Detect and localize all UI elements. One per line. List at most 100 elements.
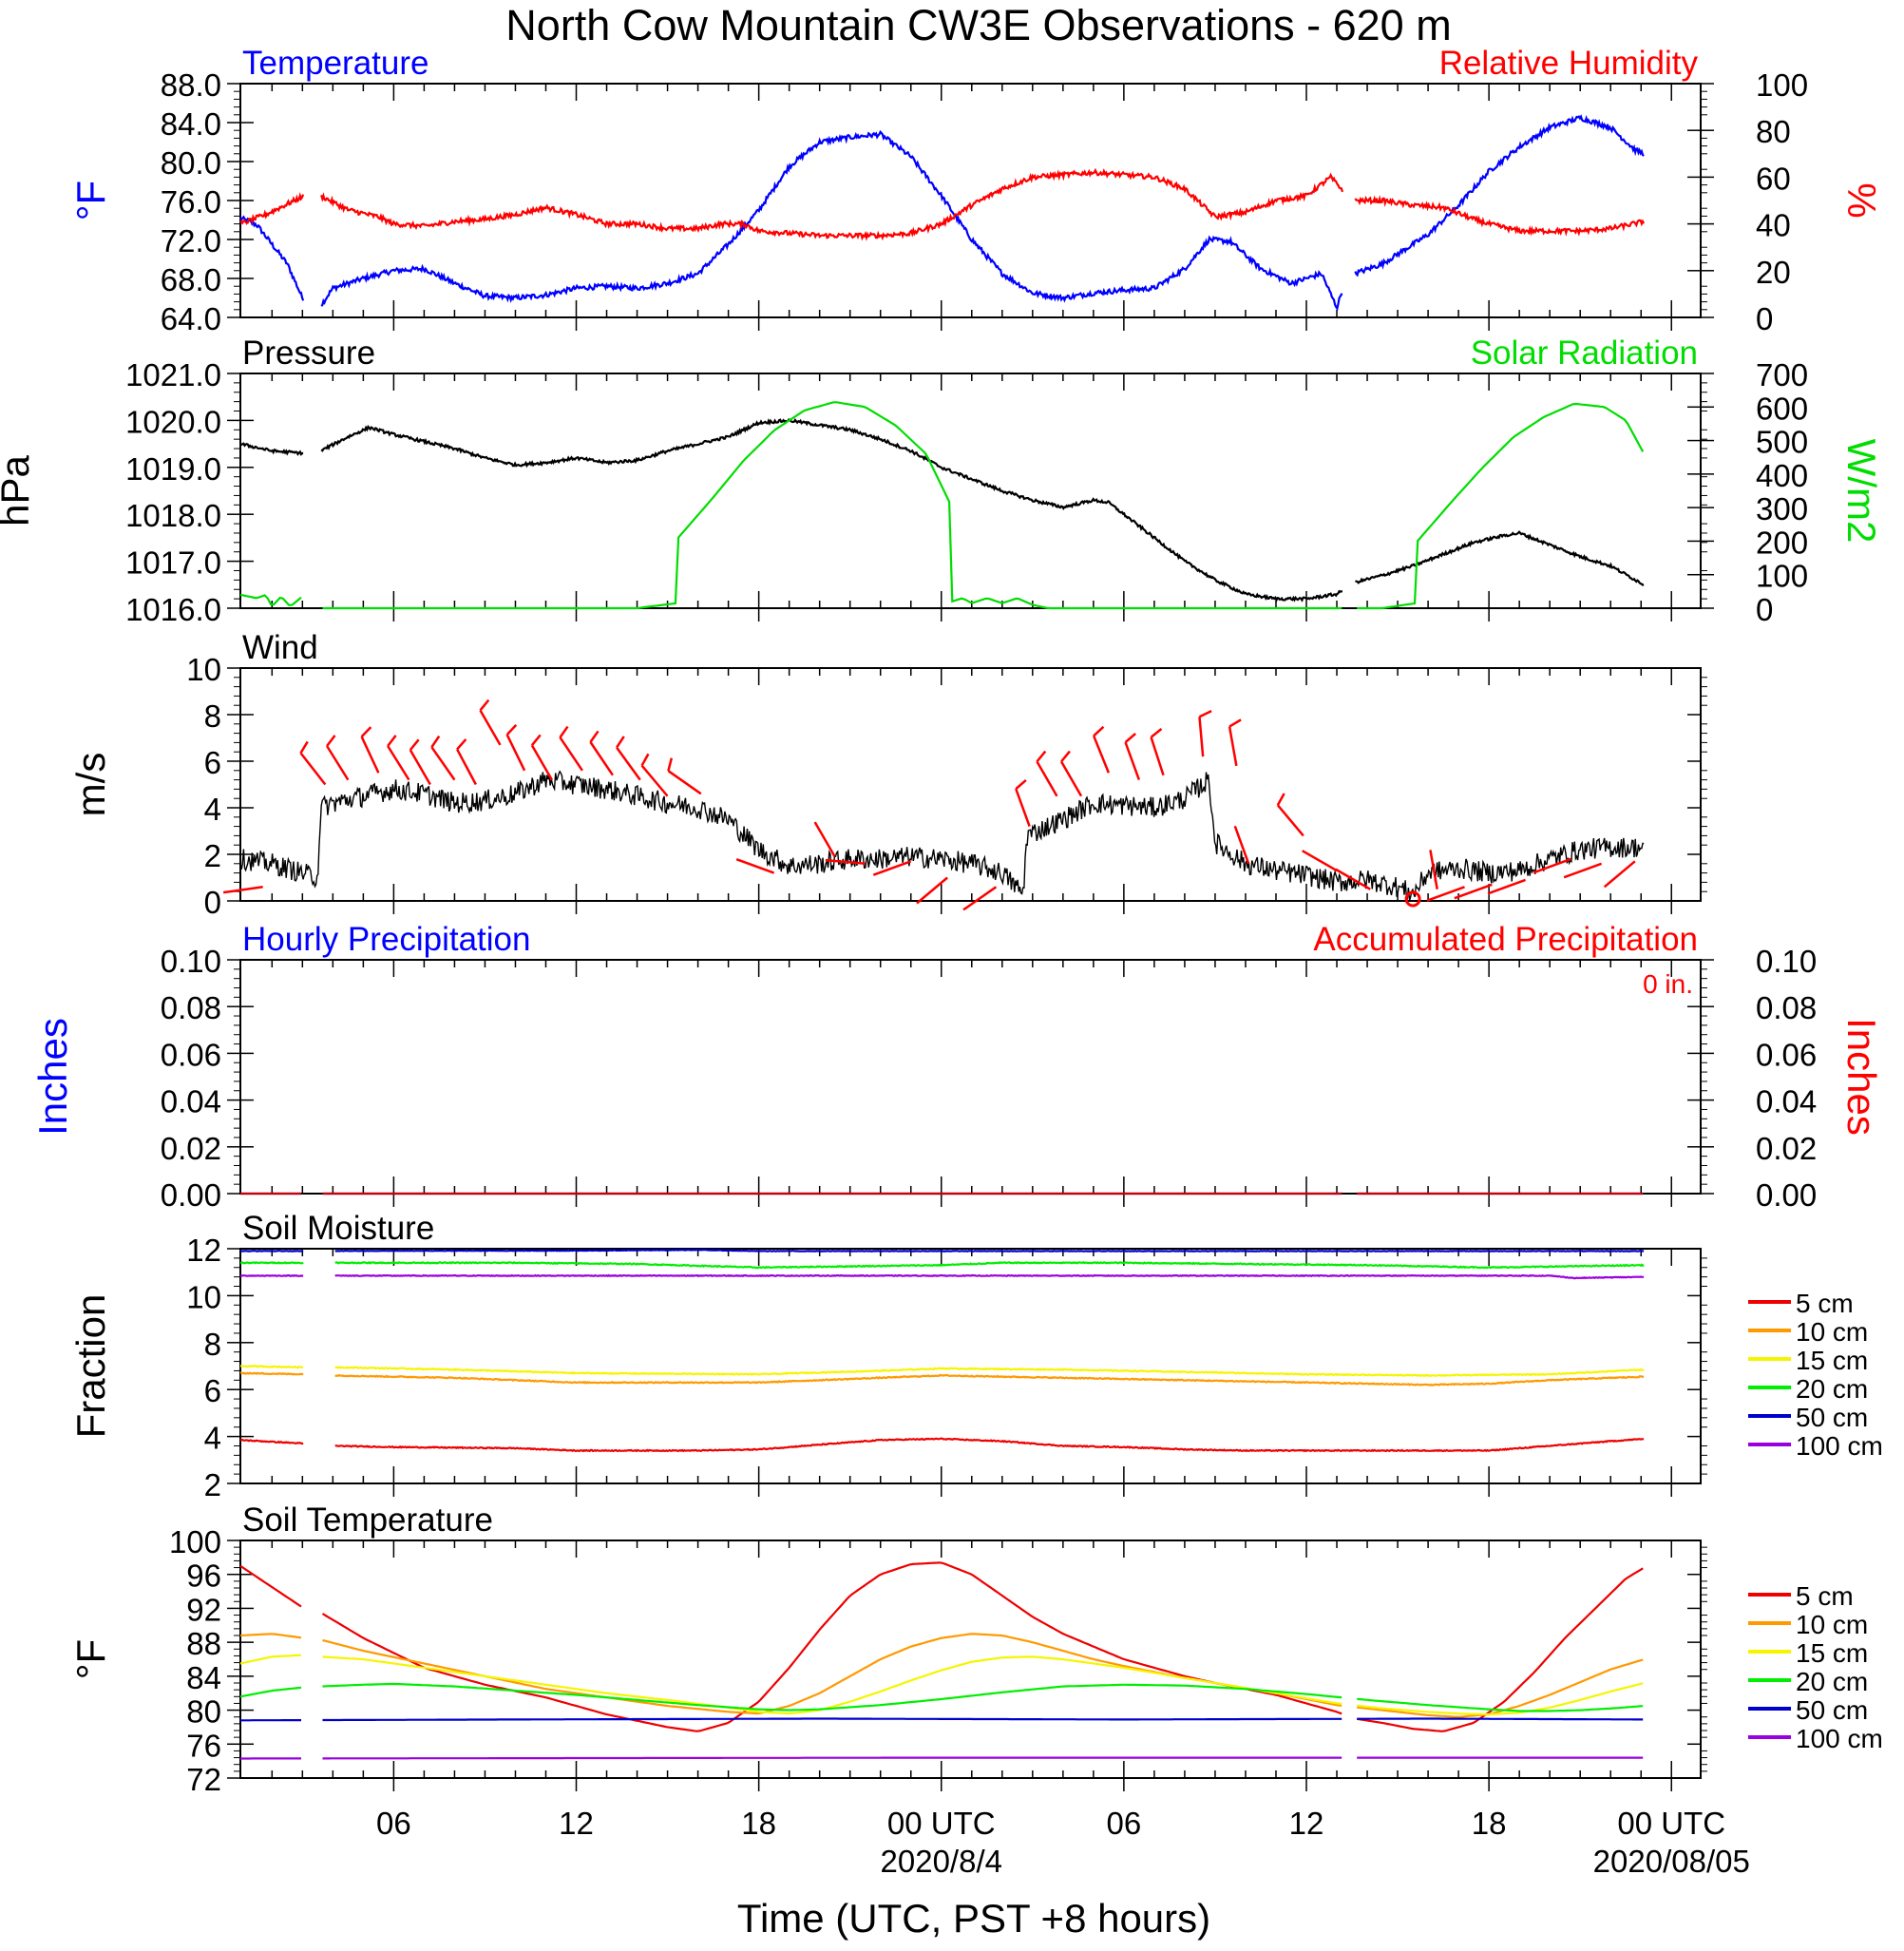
y-axis-label-right: %	[1839, 182, 1884, 218]
y-right-tick-label: 0	[1756, 592, 1773, 627]
y-axis-label-left: Fraction	[68, 1294, 113, 1439]
legend-label: 5 cm	[1796, 1289, 1854, 1318]
wind-barb-flag	[1015, 779, 1027, 791]
wind-barb-staff	[1124, 741, 1141, 781]
wind-barb-staff	[299, 752, 327, 786]
wind-barb	[430, 735, 456, 781]
panel-title-right: Relative Humidity	[1439, 45, 1699, 82]
y-right-tick-label: 700	[1756, 357, 1808, 392]
wind-barb-flag	[1124, 733, 1136, 744]
wind-barb-staff	[1015, 788, 1031, 828]
panel-title-left: Hourly Precipitation	[242, 921, 530, 958]
wind-barb	[1198, 710, 1212, 757]
wind-barb-staff	[479, 709, 502, 746]
panel-wind: 10 8 6 4 2 0 Wind m/s	[68, 629, 1707, 920]
y-tick-label: 10	[186, 1279, 221, 1314]
legend-label: 50 cm	[1796, 1695, 1868, 1725]
wind-barb-flag	[505, 723, 518, 736]
wind-barb-staff	[616, 746, 641, 781]
wind-barb-flag	[1228, 718, 1242, 728]
wind-barb-staff	[589, 741, 614, 776]
y-right-tick-label: 600	[1756, 391, 1808, 426]
wind-barb-staff	[735, 858, 775, 874]
y-tick-label: 80	[186, 1694, 221, 1730]
wind-barb	[1603, 860, 1636, 889]
plot-frame	[239, 373, 1702, 609]
series-50-cm	[240, 1717, 1644, 1722]
wind-barb-staff	[916, 876, 948, 905]
series-5-cm	[239, 1437, 1645, 1453]
y-tick-label: 4	[204, 792, 221, 827]
wind-barb	[735, 858, 775, 874]
wind-barb-staff	[430, 746, 456, 781]
legend-label: 5 cm	[1796, 1581, 1854, 1611]
wind-barb-staff	[1487, 878, 1526, 895]
wind-barb-flag	[616, 736, 625, 749]
panel-title-left: Soil Temperature	[242, 1502, 493, 1539]
y-axis-label-right: W/m2	[1839, 439, 1884, 544]
legend-label: 20 cm	[1796, 1667, 1868, 1696]
wind-barb	[1426, 886, 1465, 902]
wind-barb-staff	[667, 770, 702, 795]
wind-barb	[1335, 868, 1371, 890]
y-axis-label-left: hPa	[0, 454, 37, 526]
y-right-tick-label: 100	[1756, 559, 1808, 594]
wind-barb-staff	[1233, 825, 1250, 865]
wind-barb-flag	[326, 735, 336, 747]
wind-barb-staff	[1603, 860, 1636, 889]
wind-barb	[409, 738, 431, 786]
panel-title-left: Pressure	[242, 335, 375, 372]
y-right-tick-label: 0.10	[1756, 944, 1817, 979]
wind-barb	[1454, 883, 1493, 900]
y-tick-label: 72.0	[161, 223, 221, 258]
wind-barb-flag	[1093, 725, 1105, 737]
y-tick-label: 1021.0	[125, 357, 221, 392]
wind-barb-staff	[962, 886, 998, 911]
wind-barb	[1124, 733, 1141, 781]
wind-barb-staff	[1426, 886, 1465, 902]
wind-barb	[456, 738, 477, 786]
wind-barb-flag	[667, 757, 674, 772]
y-tick-label: 0.06	[161, 1037, 221, 1072]
panel-precipitation: 0.10 0.08 0.06 0.04 0.02 0.00 0.10 0.08 0.06 0.04…	[30, 921, 1884, 1213]
series-5-cm	[239, 1561, 1644, 1732]
wind-barb	[962, 886, 998, 911]
y-axis-label-left: °F	[68, 181, 113, 220]
y-right-tick-label: 60	[1756, 161, 1791, 196]
wind-barb-staff	[1059, 760, 1083, 797]
plot-frame	[239, 83, 1702, 318]
wind-barb-staff	[872, 860, 912, 876]
wind-barb-flag	[1198, 710, 1212, 718]
y-tick-label: 80.0	[161, 145, 221, 181]
y-right-tick-label: 0.06	[1756, 1037, 1817, 1072]
wind-barb-staff	[326, 745, 350, 781]
x-tick-label: 00 UTC	[887, 1806, 996, 1841]
figure-title: North Cow Mountain CW3E Observations - 6…	[505, 1, 1451, 49]
y-tick-label: 6	[204, 745, 221, 780]
wind-barb-flag	[409, 738, 420, 751]
wind-barb-staff	[1036, 760, 1058, 797]
y-tick-label: 96	[186, 1559, 221, 1594]
y-tick-label: 76	[186, 1728, 221, 1763]
wind-barb-flag	[530, 734, 542, 747]
panel-temperature-humidity: 88.084.080.076.072.0 68.0 64.0 100 80 60 40 20 0…	[68, 45, 1884, 336]
panel-title-left: Temperature	[242, 45, 428, 82]
wind-barb-flag	[589, 730, 600, 743]
wind-barb-flag	[559, 725, 569, 738]
wind-barb-staff	[505, 734, 526, 772]
y-tick-label: 1020.0	[125, 404, 221, 439]
y-tick-label: 76.0	[161, 184, 221, 220]
wind-barb	[1036, 750, 1058, 797]
wind-barb-flag	[479, 698, 490, 712]
wind-barb	[667, 757, 702, 795]
series-20-cm	[239, 1260, 1645, 1270]
y-tick-label: 1019.0	[125, 451, 221, 487]
y-right-tick-label: 400	[1756, 458, 1808, 493]
series-15-cm	[239, 1654, 1644, 1716]
series-solar-radiation	[239, 401, 1645, 610]
wind-barb	[616, 736, 641, 781]
wind-barb	[299, 740, 327, 786]
y-tick-label: 88.0	[161, 67, 221, 103]
